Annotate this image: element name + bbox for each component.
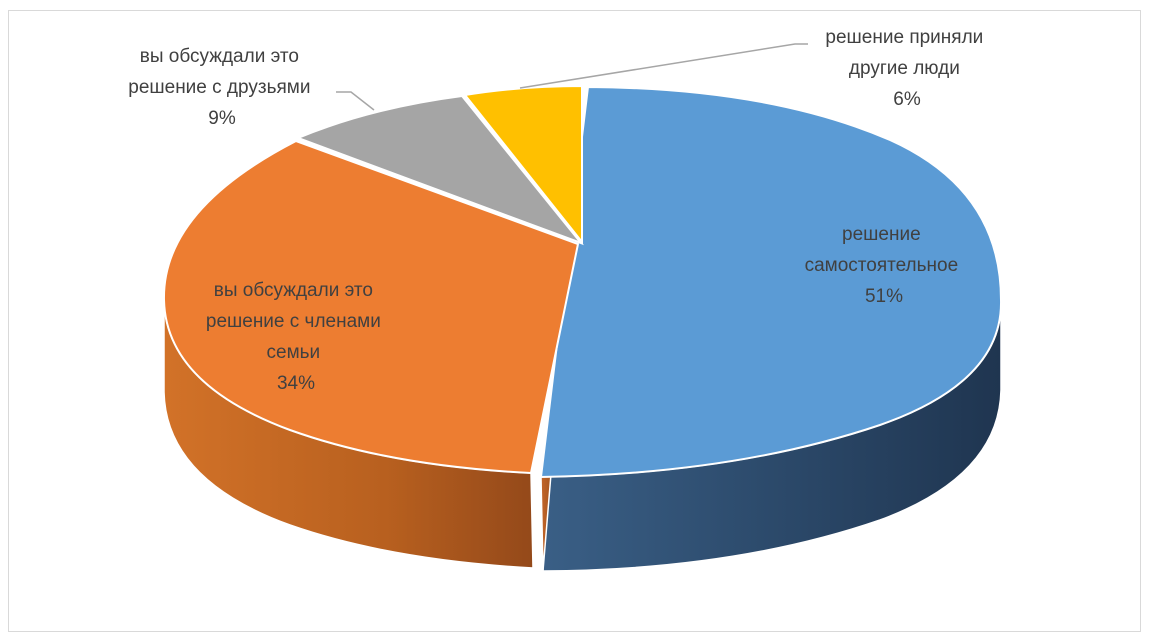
label-line: решение с членами — [206, 311, 381, 332]
label-line: семьи — [267, 342, 321, 363]
leader-line-friends — [336, 91, 375, 111]
leader-line-others — [519, 43, 808, 89]
data-label-friends: вы обсуждали это решение с друзьями 9% — [128, 46, 315, 129]
label-line: самостоятельное — [805, 255, 959, 276]
label-line: вы обсуждали это — [214, 280, 373, 301]
slice-top-gray — [295, 94, 585, 246]
data-labels: решение самостоятельное 51% вы обсуждали… — [128, 27, 988, 394]
label-percent: 51% — [865, 286, 903, 307]
label-line: вы обсуждали это — [140, 46, 299, 67]
slice-top-blue — [539, 85, 1003, 479]
label-line: решение с друзьями — [128, 77, 310, 98]
label-percent: 34% — [277, 373, 315, 394]
data-label-others: решение приняли другие люди 6% — [825, 27, 988, 110]
data-label-self: решение самостоятельное 51% — [805, 224, 964, 307]
label-line: другие люди — [849, 58, 960, 79]
label-line: решение — [842, 224, 921, 245]
pie-top-faces — [162, 84, 1003, 479]
data-label-family: вы обсуждали это решение с членами семьи… — [206, 280, 386, 394]
label-line: решение приняли — [825, 27, 983, 48]
label-percent: 6% — [893, 89, 921, 110]
slice-top-orange — [162, 139, 580, 475]
leader-lines — [336, 43, 808, 111]
label-percent: 9% — [208, 108, 236, 129]
